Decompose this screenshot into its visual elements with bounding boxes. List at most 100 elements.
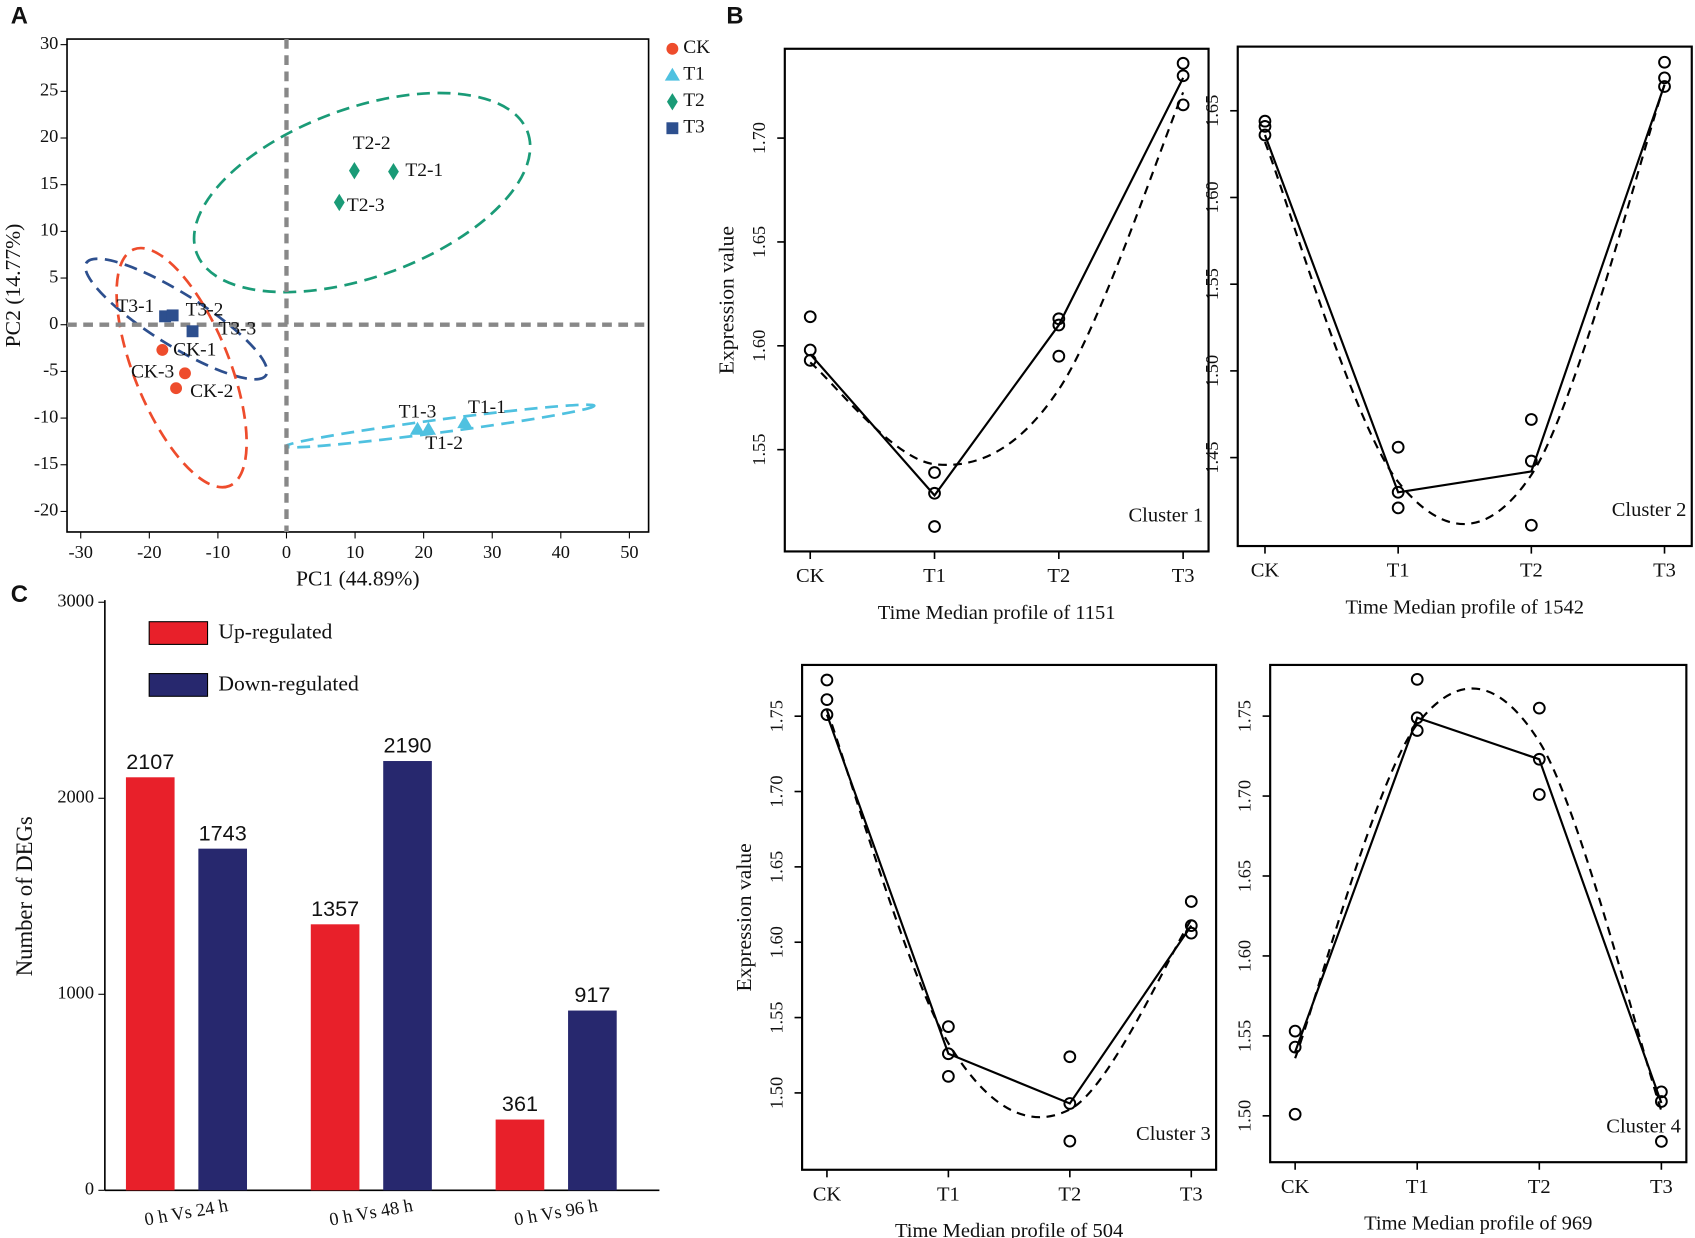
- replicate-point: [1176, 98, 1190, 112]
- bar-value-label: 361: [502, 1091, 538, 1116]
- x-tick-label: 40: [552, 542, 570, 562]
- replicate-point: [1658, 71, 1671, 85]
- replicate-point: [928, 520, 941, 533]
- x-tick-label: T2: [1047, 565, 1070, 587]
- legend-label: T1: [683, 64, 705, 85]
- cluster-label: Cluster 4: [1606, 1115, 1681, 1137]
- y-tick-label: 1.70: [767, 775, 787, 807]
- replicate-point: [1184, 895, 1198, 908]
- ck-ellipse: [115, 246, 248, 489]
- y-tick-label: 1.55: [749, 434, 769, 466]
- bar: [383, 761, 432, 1191]
- x-tick-label: T1: [937, 1183, 960, 1205]
- x-tick-label: T1: [923, 565, 946, 587]
- y-axis-label: Expression value: [732, 843, 756, 991]
- x-tick-label: 0 h Vs 24 h: [143, 1195, 230, 1229]
- legend-label: CK: [683, 37, 710, 58]
- x-tick-label: CK: [813, 1183, 842, 1205]
- point-label: T3-3: [218, 319, 256, 340]
- x-axis-label: Time Median profile of 1151: [878, 602, 1116, 624]
- x-tick-label: 0: [282, 542, 291, 562]
- replicate-point: [1524, 454, 1538, 468]
- cluster-label: Cluster 3: [1136, 1123, 1211, 1145]
- x-tick-label: 10: [346, 542, 364, 562]
- y-tick-label: 1.60: [749, 330, 769, 362]
- y-tick-label: 1.65: [767, 851, 787, 883]
- fitted-curve: [825, 709, 1193, 1119]
- y-tick-label: 1.65: [749, 226, 769, 258]
- y-tick-label: -5: [43, 360, 58, 380]
- point: [666, 93, 678, 111]
- y-axis-label: PC2 (14.77%): [1, 224, 25, 348]
- bar-value-label: 2107: [126, 749, 174, 774]
- y-tick-label: 1.50: [767, 1077, 787, 1109]
- point: [333, 193, 345, 212]
- point-label: T1-3: [399, 402, 437, 423]
- point-label: T3-2: [186, 300, 224, 321]
- plot-frame: [66, 38, 650, 533]
- y-tick-label: 25: [40, 80, 58, 100]
- replicate-point: [1410, 711, 1424, 725]
- y-axis-label: Expression value: [715, 226, 739, 374]
- bar: [125, 777, 175, 1191]
- point: [156, 343, 169, 356]
- replicate-point: [928, 486, 941, 500]
- replicate-point: [942, 1020, 955, 1033]
- bar: [495, 1119, 545, 1191]
- legend-swatch: [148, 673, 209, 697]
- bar-value-label: 1743: [199, 820, 247, 845]
- replicate-point: [820, 708, 834, 722]
- legend-label: T3: [683, 117, 705, 138]
- point-label: CK-2: [190, 381, 233, 402]
- point: [159, 310, 172, 323]
- y-tick-label: 30: [40, 33, 58, 53]
- x-axis-label: Time Median profile of 1542: [1345, 596, 1584, 618]
- replicate-point: [803, 343, 817, 357]
- y-tick-label: -10: [34, 406, 58, 426]
- legend-swatch: [148, 621, 209, 645]
- point: [170, 382, 183, 395]
- plot-frame: [801, 663, 1218, 1171]
- replicate-point: [1176, 56, 1190, 70]
- point: [388, 162, 399, 181]
- median-line: [1294, 716, 1663, 1104]
- replicate-point: [1655, 1095, 1668, 1108]
- y-tick-label: 1.45: [1202, 442, 1222, 474]
- replicate-point: [1524, 413, 1538, 426]
- replicate-point: [820, 673, 834, 687]
- bar: [568, 1010, 617, 1191]
- y-tick-label: 1.60: [1202, 181, 1222, 213]
- bar-value-label: 917: [574, 982, 610, 1007]
- replicate-point: [1052, 312, 1066, 326]
- x-tick-label: CK: [1281, 1176, 1310, 1198]
- x-tick-label: T2: [1528, 1176, 1551, 1198]
- point: [186, 325, 199, 338]
- x-tick-label: T3: [1653, 560, 1676, 582]
- y-tick-label: 1.70: [1235, 780, 1255, 812]
- y-tick-label: 5: [49, 266, 58, 286]
- replicate-point: [1063, 1050, 1077, 1064]
- point-label: CK-1: [173, 339, 216, 360]
- replicate-point: [1288, 1024, 1302, 1038]
- legend-label: Up-regulated: [218, 620, 332, 644]
- replicate-point: [1410, 672, 1424, 686]
- point: [666, 122, 679, 135]
- point: [409, 421, 426, 435]
- x-tick-label: -20: [137, 542, 161, 562]
- y-axis-label: Number of DEGs: [12, 816, 37, 976]
- x-tick-label: 30: [483, 542, 501, 562]
- y-tick-label: 1.55: [1202, 268, 1222, 300]
- t3-ellipse: [83, 257, 269, 381]
- y-tick-label: 1.65: [1235, 860, 1255, 892]
- y-tick-label: 1.75: [1235, 700, 1255, 732]
- panel-label: A: [11, 3, 28, 30]
- replicate-point: [1184, 926, 1198, 940]
- replicate-point: [942, 1047, 955, 1061]
- cluster-label: Cluster 2: [1612, 499, 1687, 521]
- point-label: T2-1: [405, 160, 443, 181]
- replicate-point: [1658, 80, 1671, 93]
- y-tick-label: 1.60: [1235, 940, 1255, 972]
- point-label: CK-3: [131, 362, 174, 383]
- fitted-curve: [809, 91, 1185, 466]
